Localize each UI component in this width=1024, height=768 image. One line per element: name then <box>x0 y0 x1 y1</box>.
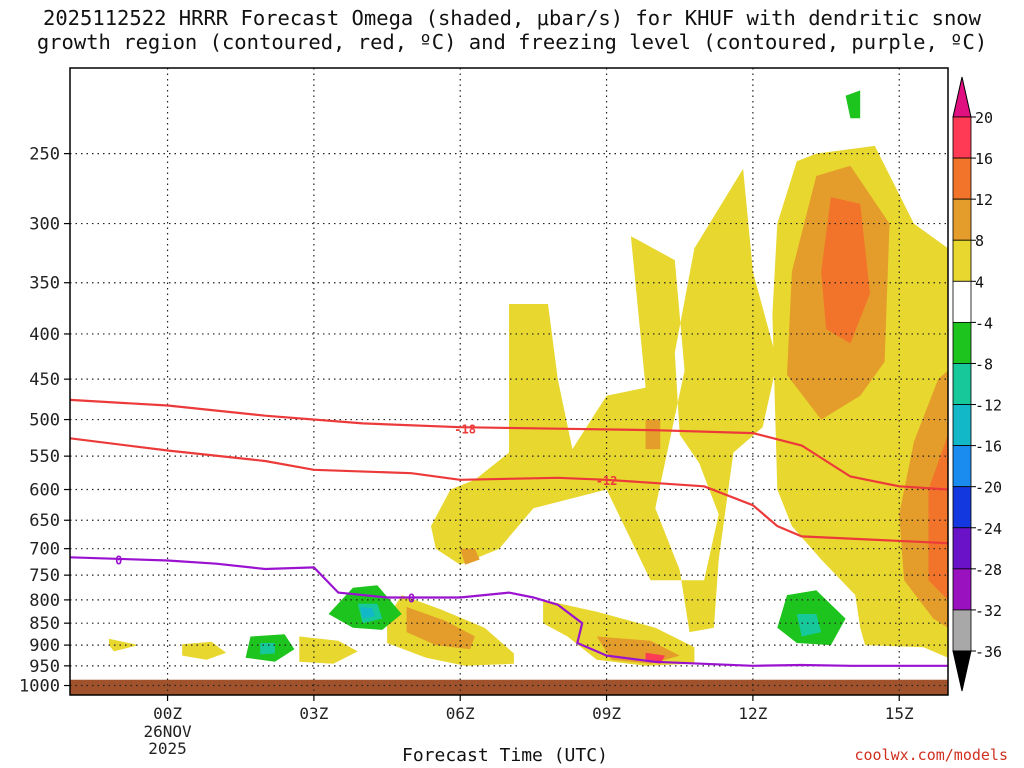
omega-shading <box>109 90 948 666</box>
colorbar-swatch-5 <box>952 321 972 364</box>
y-tick-label-900: 900 <box>29 636 60 656</box>
colorbar-swatch-3 <box>952 239 972 282</box>
x-tick-label-00Z: 00Z <box>153 704 182 723</box>
y-tick-label-550: 550 <box>29 447 60 467</box>
colorbar-label-3: 8 <box>975 232 984 250</box>
omega-region-6 <box>109 638 139 652</box>
contour-label-2: 0 <box>115 553 122 567</box>
y-tick-label-800: 800 <box>29 591 60 611</box>
colorbar-swatch-8 <box>952 445 972 488</box>
colorbar-label-6: -8 <box>975 355 993 373</box>
colorbar-label-0: 20 <box>975 109 993 127</box>
contour-line-1 <box>70 437 948 545</box>
colorbar-swatch-1 <box>952 157 972 200</box>
colorbar-label-9: -20 <box>975 479 1002 497</box>
omega-region-0 <box>431 168 778 633</box>
colorbar-swatch-12 <box>952 609 972 652</box>
credit-link[interactable]: coolwx.com/models <box>854 746 1008 764</box>
x-tick-label-09Z: 09Z <box>592 704 621 723</box>
x-axis-label: Forecast Time (UTC) <box>402 745 608 766</box>
y-tick-label-750: 750 <box>29 566 60 586</box>
y-tick-label-400: 400 <box>29 325 60 345</box>
y-tick-label-1000: 1000 <box>19 677 60 697</box>
x-tick-sublabel-0: 26NOV <box>143 722 192 741</box>
omega-region-15 <box>645 419 661 450</box>
colorbar-label-2: 12 <box>975 191 993 209</box>
colorbar-label-1: 16 <box>975 150 993 168</box>
ground-fill <box>70 679 948 695</box>
colorbar-label-13: -36 <box>975 643 1002 661</box>
x-tick-label-15Z: 15Z <box>885 704 914 723</box>
y-tick-label-450: 450 <box>29 370 60 390</box>
x-tick-label-12Z: 12Z <box>738 704 767 723</box>
omega-region-4 <box>299 636 358 664</box>
omega-region-10 <box>928 434 948 600</box>
colorbar-swatch-7 <box>952 404 972 447</box>
omega-region-20 <box>796 614 822 637</box>
omega-region-23 <box>845 90 861 119</box>
y-tick-label-950: 950 <box>29 657 60 677</box>
contour-line-2 <box>70 556 948 667</box>
omega-region-22 <box>260 643 275 655</box>
colorbar: 20 16 12 8 4 -4 -8 -12 -16 -20 -24 -28 -32 -36 <box>952 76 1002 692</box>
plot-frame <box>69 67 949 696</box>
colorbar-label-8: -16 <box>975 438 1002 456</box>
colorbar-swatch-4 <box>952 280 972 323</box>
y-tick-label-700: 700 <box>29 540 60 560</box>
colorbar-label-12: -32 <box>975 602 1002 620</box>
colorbar-swatch-9 <box>952 486 972 529</box>
colorbar-label-4: 4 <box>975 273 984 291</box>
colorbar-swatch-11 <box>952 568 972 611</box>
colorbar-top-arrow <box>952 76 972 118</box>
colorbar-swatch-10 <box>952 527 972 570</box>
colorbar-swatch-6 <box>952 363 972 405</box>
contour-line-0 <box>70 398 948 491</box>
omega-region-8 <box>821 197 870 344</box>
omega-region-11 <box>406 607 475 650</box>
y-tick-label-300: 300 <box>29 215 60 235</box>
omega-region-5 <box>182 641 227 660</box>
y-tick-label-250: 250 <box>29 145 60 165</box>
grid-lines <box>70 68 948 695</box>
y-tick-label-600: 600 <box>29 481 60 501</box>
colorbar-bottom-arrow <box>952 650 972 692</box>
omega-region-18 <box>360 607 375 619</box>
y-axis: 2503003504004505005506006507007508008509… <box>19 145 70 697</box>
contour-label-1: -12 <box>596 474 618 488</box>
chart-title: 2025112522 HRRR Forecast Omega (shaded, … <box>36 6 988 54</box>
colorbar-label-7: -12 <box>975 397 1002 415</box>
ground-surface <box>70 679 948 695</box>
omega-region-14 <box>460 548 480 565</box>
x-tick-sublabel-1: 2025 <box>148 739 187 758</box>
x-tick-label-03Z: 03Z <box>299 704 328 723</box>
contour-label-3: 0 <box>408 592 415 606</box>
y-tick-label-500: 500 <box>29 411 60 431</box>
contour-lines: -18 -12 0 0 <box>70 398 948 667</box>
contour-label-0: -18 <box>454 423 476 437</box>
colorbar-swatch-0 <box>952 116 972 159</box>
colorbar-swatch-2 <box>952 198 972 241</box>
colorbar-label-10: -24 <box>975 520 1002 538</box>
y-tick-label-650: 650 <box>29 511 60 531</box>
colorbar-label-11: -28 <box>975 561 1002 579</box>
y-tick-label-350: 350 <box>29 274 60 294</box>
x-tick-label-06Z: 06Z <box>446 704 475 723</box>
colorbar-label-5: -4 <box>975 314 993 332</box>
y-tick-label-850: 850 <box>29 614 60 634</box>
